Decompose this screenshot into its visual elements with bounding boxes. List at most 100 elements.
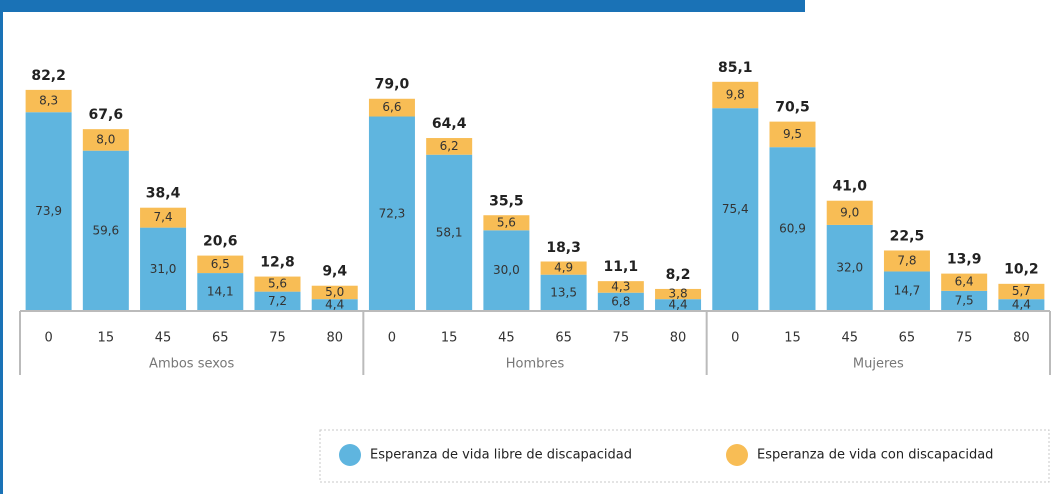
x-tick-label: 65 [555, 331, 572, 346]
bar-segment [368, 98, 415, 117]
left-border [0, 0, 3, 494]
bar-segment [254, 291, 301, 311]
value-label: 9,5 [783, 127, 802, 141]
x-tick-label: 15 [784, 331, 801, 346]
total-label: 9,4 [322, 264, 347, 280]
bar-segment [311, 285, 358, 300]
x-tick-label: 65 [899, 331, 916, 346]
bar-segment [941, 273, 988, 291]
bar-segment [769, 121, 816, 148]
bar-segment [483, 230, 530, 311]
value-label: 6,2 [440, 139, 459, 153]
total-label: 85,1 [718, 60, 753, 76]
group-label: Ambos sexos [149, 357, 234, 372]
bar-segment [82, 129, 129, 151]
total-label: 8,2 [666, 267, 691, 283]
bar-segment [540, 261, 587, 275]
legend-box [319, 429, 1050, 483]
value-label: 60,9 [779, 222, 806, 236]
bar-segment [25, 112, 72, 311]
value-label: 75,4 [722, 202, 749, 216]
bar-segment [998, 283, 1045, 300]
value-label: 32,0 [836, 260, 863, 274]
bar-segment [941, 290, 988, 311]
value-label: 7,5 [955, 293, 974, 307]
x-tick-label: 0 [44, 331, 52, 346]
bar-segment [769, 147, 816, 311]
x-tick-label: 75 [956, 331, 973, 346]
total-label: 18,3 [546, 240, 581, 256]
legend-swatch [726, 444, 748, 466]
total-label: 13,9 [947, 252, 982, 268]
value-label: 7,4 [154, 210, 173, 224]
bar-segment [368, 116, 415, 311]
value-label: 6,6 [382, 100, 401, 114]
value-label: 4,4 [1012, 298, 1031, 312]
header-bar [0, 0, 805, 12]
value-label: 4,4 [325, 298, 344, 312]
total-label: 38,4 [146, 186, 181, 202]
x-tick-label: 0 [388, 331, 396, 346]
bar-segment [311, 299, 358, 311]
value-label: 7,8 [897, 253, 916, 267]
value-label: 5,6 [497, 215, 516, 229]
bar-segment [712, 108, 759, 311]
bar-segment [998, 299, 1045, 311]
total-label: 11,1 [604, 259, 639, 275]
value-label: 4,3 [611, 279, 630, 293]
value-label: 8,0 [96, 132, 115, 146]
x-tick-label: 45 [155, 331, 172, 346]
value-label: 8,3 [39, 94, 58, 108]
bar-segment [426, 138, 473, 155]
x-tick-label: 65 [212, 331, 229, 346]
legend-swatch [339, 444, 361, 466]
bar-segment [826, 224, 873, 311]
value-label: 6,5 [211, 257, 230, 271]
value-label: 14,7 [894, 284, 921, 298]
x-tick-label: 15 [98, 331, 115, 346]
total-label: 79,0 [375, 76, 410, 92]
value-label: 73,9 [35, 204, 62, 218]
total-label: 82,2 [31, 68, 66, 84]
total-label: 67,6 [89, 107, 124, 123]
bar-segment [597, 292, 644, 311]
bar-segment [483, 215, 530, 231]
value-label: 5,0 [325, 285, 344, 299]
x-tick-label: 45 [498, 331, 515, 346]
total-label: 64,4 [432, 116, 467, 132]
bar-segment [826, 200, 873, 225]
value-label: 4,9 [554, 261, 573, 275]
total-label: 20,6 [203, 234, 238, 250]
total-label: 41,0 [832, 179, 867, 195]
x-tick-label: 80 [1013, 331, 1030, 346]
value-label: 7,2 [268, 294, 287, 308]
total-label: 35,5 [489, 194, 524, 210]
bar-segment [540, 274, 587, 311]
bar-segment [597, 281, 644, 293]
group-label: Hombres [506, 357, 565, 372]
value-label: 6,4 [955, 275, 974, 289]
value-label: 4,4 [669, 298, 688, 312]
total-label: 12,8 [260, 255, 295, 271]
bar-segment [140, 227, 187, 311]
x-tick-label: 80 [326, 331, 343, 346]
value-label: 59,6 [92, 223, 119, 237]
bar-segment [25, 89, 72, 113]
bar-segment [254, 276, 301, 292]
bar-segment [197, 273, 244, 311]
x-tick-label: 75 [613, 331, 630, 346]
value-label: 14,1 [207, 285, 234, 299]
bar-segment [197, 255, 244, 274]
group-label: Mujeres [853, 357, 904, 372]
bar-segment [655, 299, 702, 311]
value-label: 3,8 [669, 287, 688, 301]
bar-segment [140, 207, 187, 228]
x-tick-label: 45 [841, 331, 858, 346]
x-tick-label: 15 [441, 331, 458, 346]
value-label: 13,5 [550, 285, 577, 299]
bar-segment [655, 288, 702, 300]
value-label: 5,7 [1012, 284, 1031, 298]
x-tick-label: 80 [670, 331, 687, 346]
x-tick-label: 0 [731, 331, 739, 346]
